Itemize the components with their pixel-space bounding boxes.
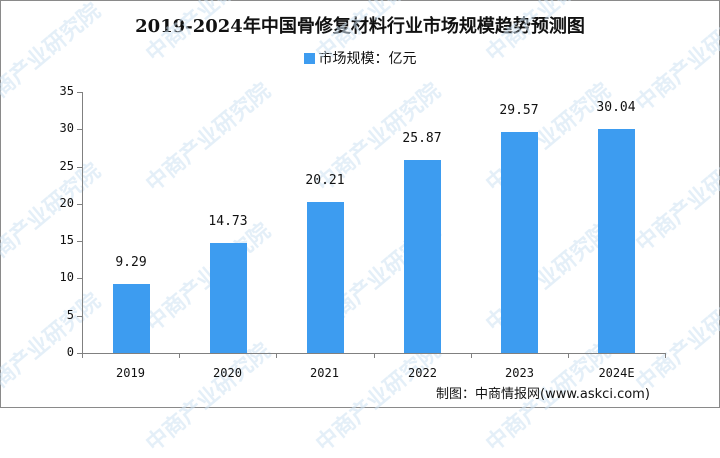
x-tick-label: 2024E xyxy=(598,366,635,380)
y-axis xyxy=(82,92,83,354)
bar-2023 xyxy=(501,132,538,353)
y-tick xyxy=(77,204,82,205)
value-label: 30.04 xyxy=(596,100,636,115)
y-tick xyxy=(77,167,82,168)
y-tick xyxy=(77,241,82,242)
legend-label: 市场规模：亿元 xyxy=(318,51,417,67)
y-tick xyxy=(77,278,82,279)
x-tick-label: 2022 xyxy=(408,366,437,380)
y-tick-label: 0 xyxy=(66,345,74,359)
x-tick-label: 2023 xyxy=(505,366,534,380)
y-tick-label: 35 xyxy=(59,84,74,98)
x-tick-label: 2021 xyxy=(310,366,339,380)
x-tick xyxy=(82,353,83,358)
legend: 市场规模：亿元 xyxy=(0,48,720,68)
x-tick-label: 2020 xyxy=(213,366,242,380)
y-tick-label: 5 xyxy=(66,308,74,322)
value-label: 25.87 xyxy=(402,131,442,146)
bar-2020 xyxy=(210,243,247,353)
bar-2019 xyxy=(113,284,150,353)
bar-2022 xyxy=(404,160,441,353)
x-tick xyxy=(665,353,666,358)
value-label: 29.57 xyxy=(499,103,539,118)
x-tick xyxy=(471,353,472,358)
x-tick xyxy=(276,353,277,358)
chart-title: 2019-2024年中国骨修复材料行业市场规模趋势预测图 xyxy=(135,16,585,37)
y-tick-label: 25 xyxy=(59,159,74,173)
x-tick xyxy=(568,353,569,358)
legend-swatch xyxy=(303,53,315,64)
x-tick-label: 2019 xyxy=(116,366,145,380)
x-tick xyxy=(179,353,180,358)
source-note: 制图：中商情报网(www.askci.com) xyxy=(436,387,650,402)
value-label: 14.73 xyxy=(208,214,248,229)
y-tick xyxy=(77,316,82,317)
y-tick xyxy=(77,353,82,354)
y-tick-label: 15 xyxy=(59,233,74,247)
y-tick xyxy=(77,129,82,130)
x-tick xyxy=(374,353,375,358)
y-tick-label: 30 xyxy=(59,121,74,135)
bar-2024E xyxy=(598,129,635,353)
bar-2021 xyxy=(307,202,344,353)
y-tick-label: 20 xyxy=(59,196,74,210)
y-tick-label: 10 xyxy=(59,270,74,284)
y-tick xyxy=(77,92,82,93)
value-label: 9.29 xyxy=(115,255,147,270)
x-axis xyxy=(82,353,665,354)
value-label: 20.21 xyxy=(305,173,345,188)
